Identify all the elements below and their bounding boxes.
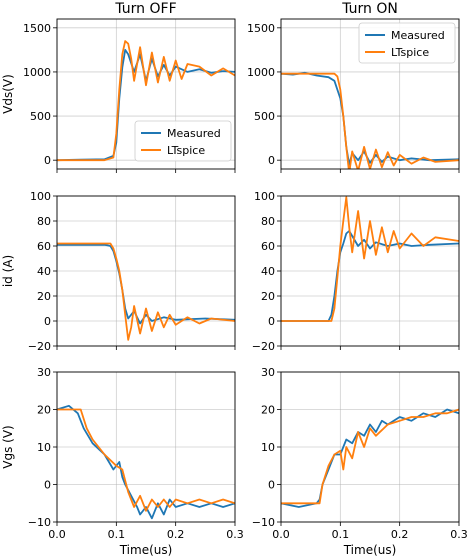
series-line-measured	[281, 230, 459, 322]
x-tick-label: 0.1	[108, 528, 126, 541]
y-tick-label: −10	[28, 516, 51, 529]
y-tick-label: 20	[37, 290, 51, 303]
y-tick-label: 60	[37, 240, 51, 253]
y-tick-label: 100	[30, 190, 51, 203]
x-axis-label: Time(us)	[343, 543, 397, 557]
y-tick-label: −20	[252, 340, 275, 353]
series-line-ltspice	[57, 242, 235, 341]
panel-vgs-off: 0.0 0.1 0.2 0.3 −10 0 10 20 30 Vgs (V) Time(us)	[1, 366, 244, 557]
x-tick-label: 0.0	[48, 528, 66, 541]
y-tick-label: 1500	[247, 22, 275, 35]
y-tick-label: 500	[30, 110, 51, 123]
x-tick-label: 0.3	[450, 528, 468, 541]
x-tick-label: 0.1	[332, 528, 350, 541]
panel-id-off: −20 0 20 40 60 80 100 id (A)	[1, 190, 236, 353]
legend-label-ltspice: LTspice	[167, 144, 205, 157]
y-tick-label: 10	[37, 441, 51, 454]
y-tick-label: 1000	[23, 66, 51, 79]
x-axis-label: Time(us)	[119, 543, 173, 557]
axes-frame	[280, 18, 460, 170]
y-tick-label: 80	[261, 215, 275, 228]
y-tick-label: 500	[254, 110, 275, 123]
series-line-measured	[281, 408, 459, 508]
col-title-turn-on: Turn ON	[341, 1, 398, 17]
y-tick-label: 30	[261, 366, 275, 379]
legend: Measured LTspice	[358, 22, 456, 64]
y-tick-label: 0	[268, 315, 275, 328]
series-line-ltspice	[57, 40, 235, 162]
y-tick-label: 0	[268, 154, 275, 167]
y-tick-label: 40	[261, 265, 275, 278]
panel-vds-off: 0 500 1000 1500 Vds(V) Measured LTspice	[1, 18, 236, 173]
series-line-ltspice	[57, 408, 235, 512]
legend: Measured LTspice	[134, 120, 232, 162]
panel-vds-on: 0 500 1000 1500 Measured LTspice	[247, 18, 460, 173]
y-tick-label: 0	[268, 479, 275, 492]
series-line-ltspice	[281, 72, 459, 169]
y-tick-label: 1000	[247, 66, 275, 79]
y-axis-label: id (A)	[1, 255, 15, 287]
y-tick-label: 0	[44, 154, 51, 167]
y-tick-label: 1500	[23, 22, 51, 35]
y-tick-label: 100	[254, 190, 275, 203]
y-tick-label: 40	[37, 265, 51, 278]
y-tick-label: 10	[261, 441, 275, 454]
y-tick-label: 20	[261, 404, 275, 417]
y-axis-label: Vgs (V)	[1, 425, 15, 468]
y-tick-label: 80	[37, 215, 51, 228]
legend-label-measured: Measured	[391, 29, 445, 42]
y-tick-label: −20	[28, 340, 51, 353]
x-tick-label: 0.3	[226, 528, 244, 541]
y-tick-label: 0	[44, 479, 51, 492]
panel-id-on: −20 0 20 40 60 80 100	[252, 190, 460, 353]
series-line-measured	[57, 243, 235, 325]
y-tick-label: 30	[37, 366, 51, 379]
col-title-turn-off: Turn OFF	[114, 1, 176, 17]
x-tick-label: 0.2	[391, 528, 409, 541]
y-tick-label: 0	[44, 315, 51, 328]
series-line-ltspice	[281, 196, 459, 322]
y-tick-label: 20	[37, 404, 51, 417]
y-tick-label: 60	[261, 240, 275, 253]
y-axis-label: Vds(V)	[1, 74, 15, 114]
y-tick-label: −10	[252, 516, 275, 529]
series-line-ltspice	[281, 408, 459, 505]
x-tick-label: 0.2	[167, 528, 185, 541]
legend-label-measured: Measured	[167, 127, 221, 140]
legend-label-ltspice: LTspice	[391, 46, 429, 59]
series-line-measured	[281, 71, 459, 166]
panel-vgs-on: 0.0 0.1 0.2 0.3 −10 0 10 20 30 Time(us)	[252, 366, 468, 557]
x-tick-label: 0.0	[272, 528, 290, 541]
series-line-measured	[57, 404, 235, 520]
axes-frame	[56, 18, 236, 170]
y-tick-label: 20	[261, 290, 275, 303]
